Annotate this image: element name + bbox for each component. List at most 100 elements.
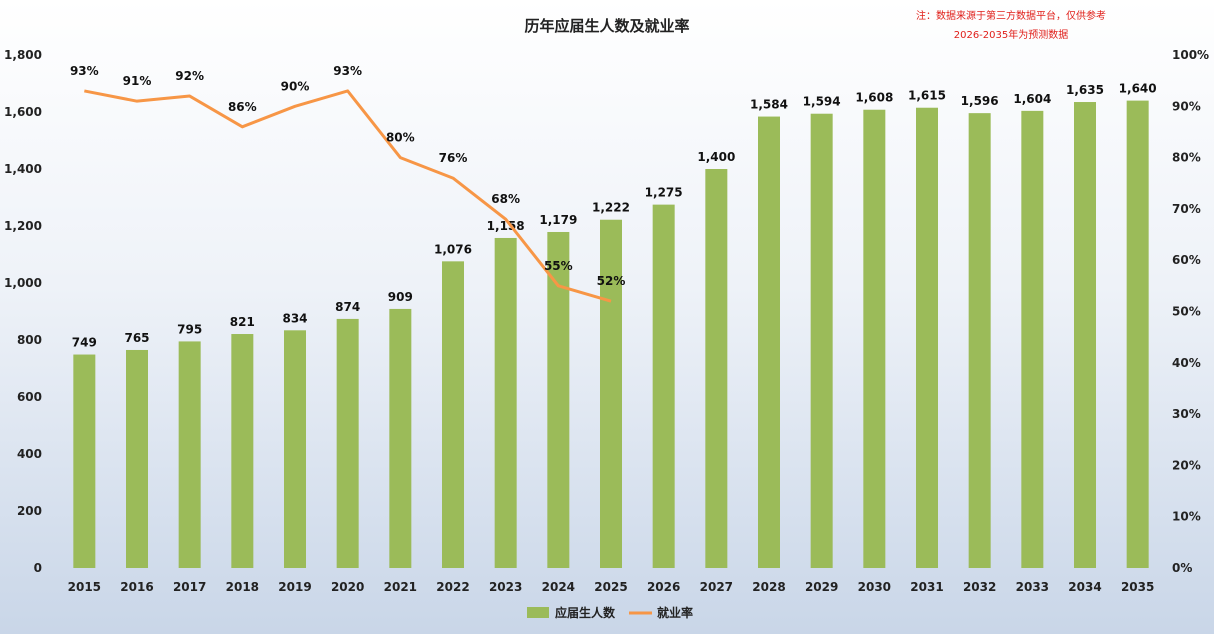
bar-value-label: 1,615 bbox=[908, 89, 946, 103]
bar-value-label: 1,596 bbox=[961, 94, 999, 108]
right-tick-label: 10% bbox=[1172, 510, 1201, 524]
right-tick-label: 40% bbox=[1172, 356, 1201, 370]
bar-value-label: 795 bbox=[177, 322, 202, 336]
bar-value-label: 1,076 bbox=[434, 242, 472, 256]
left-tick-label: 1,000 bbox=[4, 276, 42, 290]
bar-2031 bbox=[916, 107, 938, 568]
bar-2032 bbox=[968, 113, 991, 568]
x-tick-label: 2035 bbox=[1121, 580, 1154, 594]
legend-bar-label: 应届生人数 bbox=[555, 605, 616, 620]
line-series: 93% 91% 92% 86% 90% 93% 80% 76% 68% 55% 52% bbox=[70, 64, 626, 303]
rate-value-label: 91% bbox=[123, 74, 152, 88]
bar-2016 bbox=[126, 349, 148, 568]
source-note: 注：数据来源于第三方数据平台，仅供参考 bbox=[916, 9, 1106, 22]
left-tick-label: 200 bbox=[17, 504, 42, 518]
bar-2029 bbox=[810, 113, 833, 569]
bar-value-label: 1,275 bbox=[645, 186, 683, 200]
left-tick-label: 0 bbox=[34, 561, 42, 575]
bar-value-label: 821 bbox=[230, 315, 255, 329]
rate-value-label: 90% bbox=[281, 79, 310, 93]
right-axis: 0% 10% 20% 30% 40% 50% 60% 70% 80% 90% 100% bbox=[1172, 48, 1209, 575]
bar-value-label: 874 bbox=[335, 300, 360, 314]
x-tick-label: 2020 bbox=[331, 580, 364, 594]
x-tick-label: 2030 bbox=[858, 580, 891, 594]
left-tick-label: 1,800 bbox=[4, 48, 42, 62]
rate-value-label: 92% bbox=[175, 69, 204, 83]
bar-2017 bbox=[178, 341, 201, 568]
legend-line-label: 就业率 bbox=[657, 605, 693, 620]
x-tick-label: 2033 bbox=[1016, 580, 1049, 594]
x-tick-label: 2031 bbox=[910, 580, 943, 594]
chart-title: 历年应届生人数及就业率 bbox=[524, 17, 689, 35]
bar-2018 bbox=[231, 334, 254, 568]
x-tick-label: 2029 bbox=[805, 580, 838, 594]
forecast-note: 2026-2035年为预测数据 bbox=[954, 28, 1069, 41]
rate-value-label: 86% bbox=[228, 100, 257, 114]
x-tick-label: 2023 bbox=[489, 580, 522, 594]
x-tick-label: 2018 bbox=[226, 580, 259, 594]
right-tick-label: 60% bbox=[1172, 253, 1201, 267]
bar-value-label: 1,604 bbox=[1013, 92, 1051, 106]
right-tick-label: 0% bbox=[1172, 561, 1192, 575]
x-tick-label: 2024 bbox=[542, 580, 575, 594]
bar-value-label: 1,640 bbox=[1119, 82, 1157, 96]
x-tick-label: 2028 bbox=[752, 580, 785, 594]
rate-value-label: 55% bbox=[544, 259, 573, 273]
x-tick-label: 2027 bbox=[700, 580, 733, 594]
left-tick-label: 600 bbox=[17, 390, 42, 404]
bar-2022 bbox=[442, 261, 464, 568]
right-tick-label: 20% bbox=[1172, 458, 1201, 472]
left-tick-label: 1,200 bbox=[4, 219, 42, 233]
bar-2019 bbox=[284, 330, 306, 568]
rate-value-label: 80% bbox=[386, 131, 415, 145]
x-tick-label: 2026 bbox=[647, 580, 680, 594]
x-tick-label: 2022 bbox=[436, 580, 469, 594]
bar-2033 bbox=[1021, 110, 1044, 569]
rate-value-label: 68% bbox=[491, 192, 520, 206]
bar-2028 bbox=[758, 116, 780, 568]
bar-2027 bbox=[705, 169, 728, 568]
x-tick-label: 2034 bbox=[1068, 580, 1101, 594]
bar-value-label: 834 bbox=[282, 311, 307, 325]
x-tick-label: 2015 bbox=[68, 580, 101, 594]
bar-value-label: 1,179 bbox=[539, 213, 577, 227]
legend-bar-swatch bbox=[527, 607, 549, 618]
bar-value-label: 1,594 bbox=[803, 95, 841, 109]
right-tick-label: 50% bbox=[1172, 305, 1201, 319]
rate-value-label: 76% bbox=[439, 151, 468, 165]
bar-2025 bbox=[600, 219, 622, 569]
rate-value-label: 93% bbox=[333, 64, 362, 78]
bar-value-label: 1,635 bbox=[1066, 83, 1104, 97]
bar-2015 bbox=[73, 354, 96, 568]
bar-2024 bbox=[547, 231, 570, 569]
bar-2023 bbox=[494, 237, 517, 568]
right-tick-label: 100% bbox=[1172, 48, 1209, 62]
left-tick-label: 400 bbox=[17, 447, 42, 461]
left-tick-label: 1,400 bbox=[4, 162, 42, 176]
legend: 应届生人数 就业率 bbox=[527, 605, 693, 620]
bar-series bbox=[73, 100, 1149, 569]
x-tick-label: 2025 bbox=[594, 580, 627, 594]
bar-value-label: 1,222 bbox=[592, 201, 630, 215]
right-tick-label: 30% bbox=[1172, 407, 1201, 421]
bar-value-label: 765 bbox=[124, 331, 149, 345]
bar-value-label: 1,400 bbox=[697, 150, 735, 164]
rate-value-label: 52% bbox=[597, 274, 626, 288]
x-tick-label: 2016 bbox=[120, 580, 153, 594]
rate-line bbox=[84, 89, 612, 303]
bar-2035 bbox=[1126, 100, 1149, 568]
bar-value-label: 1,584 bbox=[750, 98, 788, 112]
left-tick-label: 800 bbox=[17, 333, 42, 347]
bar-value-label: 909 bbox=[388, 290, 413, 304]
x-tick-label: 2019 bbox=[278, 580, 311, 594]
bar-value-label: 1,608 bbox=[855, 91, 893, 105]
left-axis: 0 200 400 600 800 1,000 1,200 1,400 1,600 1,800 bbox=[4, 48, 42, 575]
right-tick-label: 90% bbox=[1172, 99, 1201, 113]
x-tick-label: 2017 bbox=[173, 580, 206, 594]
bar-2026 bbox=[652, 204, 675, 568]
bar-2020 bbox=[336, 318, 359, 568]
x-tick-label: 2032 bbox=[963, 580, 996, 594]
